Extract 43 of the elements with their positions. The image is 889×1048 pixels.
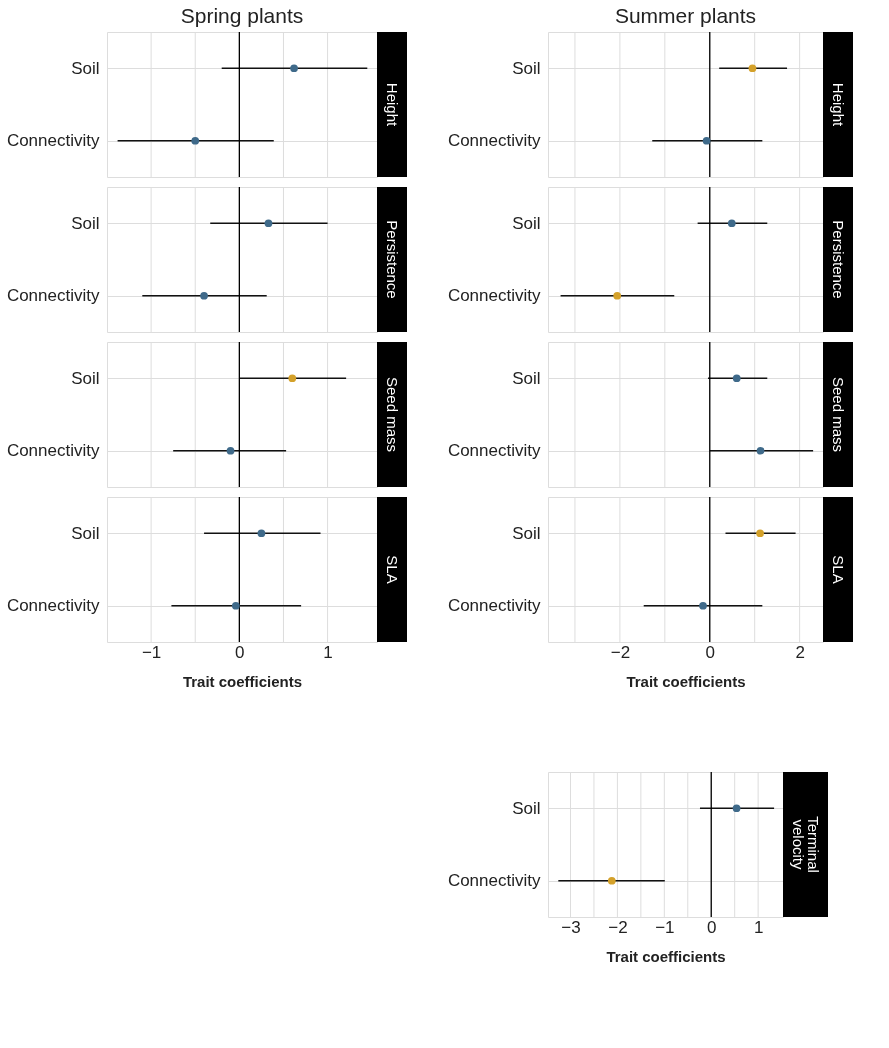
- x-tick-label: 0: [235, 642, 245, 662]
- y-tick-label: Soil: [512, 523, 541, 543]
- y-tick-label: Soil: [71, 523, 100, 543]
- x-tick-label: 0: [705, 642, 715, 662]
- y-tick-label: Connectivity: [447, 596, 541, 616]
- y2-axis-title: Height: [384, 82, 401, 128]
- chart-title: Spring plants: [180, 4, 304, 28]
- x-tick-label: 1: [323, 642, 333, 662]
- x-tick-label: −1: [141, 642, 162, 662]
- x-tick-label: −2: [610, 642, 631, 662]
- y-tick-label: Soil: [512, 798, 541, 818]
- x-axis-title: Trait coefficients: [626, 672, 746, 690]
- x-axis-title: Trait coefficients: [606, 947, 726, 965]
- y-tick-label: Soil: [512, 213, 541, 233]
- y-tick-label: Connectivity: [447, 131, 541, 151]
- x-tick-label: 1: [753, 917, 764, 937]
- chart-title: Summer plants: [614, 4, 757, 28]
- x-tick-label: 2: [795, 642, 805, 662]
- y-tick-label: Connectivity: [6, 286, 100, 306]
- y2-axis-title: Seed mass: [384, 376, 401, 453]
- y-tick-label: Soil: [512, 58, 541, 78]
- y-tick-label: Connectivity: [447, 871, 541, 891]
- x-tick-label: −3: [561, 917, 581, 937]
- y-tick-label: Connectivity: [6, 596, 100, 616]
- y-tick-label: Soil: [71, 213, 100, 233]
- y2-axis-title: SLA: [830, 555, 847, 584]
- y2-axis-title: SLA: [384, 555, 401, 584]
- y2-axis-title: Height: [830, 82, 847, 128]
- y-tick-label: Soil: [71, 368, 100, 388]
- x-tick-label: 0: [707, 917, 717, 937]
- y-tick-label: Soil: [71, 58, 100, 78]
- y2-axis-title: Persistence: [830, 220, 847, 299]
- y-tick-label: Connectivity: [6, 131, 100, 151]
- y2-axis-title: Seed mass: [830, 376, 847, 453]
- x-tick-label: −1: [655, 917, 675, 937]
- y2-axis-title: Terminal velocity: [790, 816, 822, 873]
- x-tick-label: −2: [608, 917, 628, 937]
- y-tick-label: Soil: [512, 368, 541, 388]
- x-axis-title: Trait coefficients: [182, 672, 303, 690]
- y-tick-label: Connectivity: [447, 441, 541, 461]
- y2-axis-title: Persistence: [384, 220, 401, 299]
- y-tick-label: Connectivity: [447, 286, 541, 306]
- y-tick-label: Connectivity: [6, 441, 100, 461]
